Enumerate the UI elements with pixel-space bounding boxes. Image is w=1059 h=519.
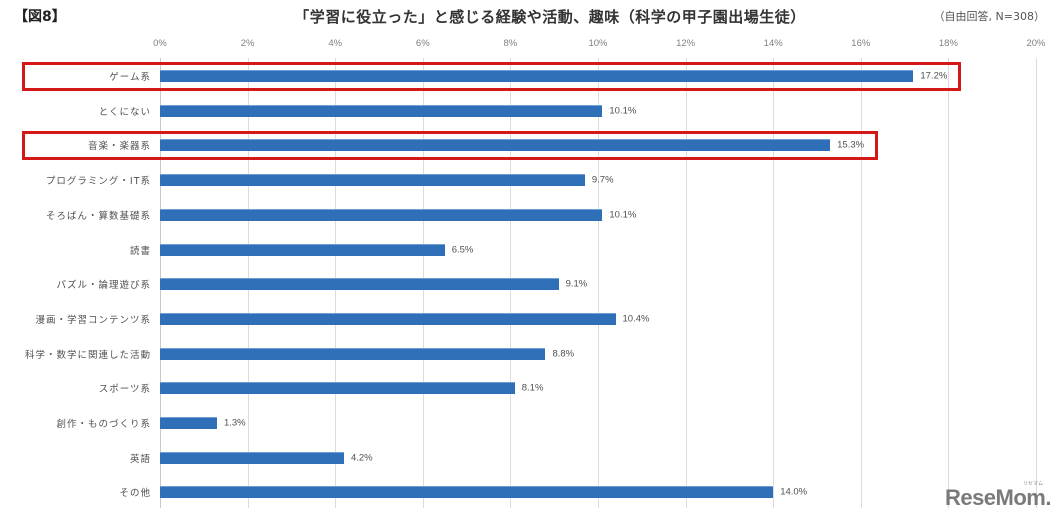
gridline bbox=[861, 58, 862, 508]
gridline bbox=[686, 58, 687, 508]
x-tick-label: 2% bbox=[240, 38, 255, 49]
value-label: 15.3% bbox=[837, 139, 865, 151]
category-label: 音楽・楽器系 bbox=[87, 141, 151, 153]
category-label: スポーツ系 bbox=[98, 384, 151, 396]
bar bbox=[160, 278, 559, 291]
x-tick-label: 18% bbox=[938, 38, 958, 49]
value-label: 17.2% bbox=[920, 70, 948, 82]
bar bbox=[160, 208, 603, 221]
bar bbox=[160, 417, 217, 429]
gridline bbox=[948, 58, 949, 508]
x-tick-label: 8% bbox=[503, 38, 518, 49]
value-label: 8.8% bbox=[552, 348, 575, 360]
bar bbox=[160, 70, 914, 82]
bar bbox=[160, 104, 603, 117]
value-label: 14.0% bbox=[780, 486, 808, 498]
category-label: 科学・数学に関連した活動 bbox=[24, 349, 151, 361]
category-label: とくにない bbox=[98, 106, 151, 118]
bar bbox=[160, 451, 344, 464]
figure-label: 【図8】 bbox=[14, 9, 66, 25]
gridline bbox=[773, 58, 774, 508]
category-label: ゲーム系 bbox=[109, 72, 151, 83]
resemom-logo: ReseMom. bbox=[944, 485, 1052, 510]
category-label: パズル・論理遊び系 bbox=[56, 280, 151, 292]
x-tick-label: 12% bbox=[676, 38, 696, 49]
category-label: その他 bbox=[119, 488, 151, 500]
value-label: 1.3% bbox=[223, 417, 246, 429]
category-label: そろばん・算数基礎系 bbox=[45, 210, 151, 222]
watermark-sub: リセマム bbox=[1022, 481, 1043, 487]
highlight-box bbox=[22, 62, 962, 91]
category-label: 英語 bbox=[129, 453, 151, 465]
bar bbox=[160, 312, 616, 325]
value-label: 10.1% bbox=[609, 105, 637, 117]
value-label: 10.4% bbox=[622, 313, 650, 325]
category-label: 漫画・学習コンテンツ系 bbox=[35, 314, 151, 326]
value-label: 4.2% bbox=[350, 452, 373, 464]
bar bbox=[160, 243, 445, 256]
gridline bbox=[598, 58, 599, 508]
chart-title: 「学習に役立った」と感じる経験や活動、趣味（科学の甲子園出場生徒） bbox=[294, 8, 806, 26]
value-label: 8.1% bbox=[521, 382, 544, 394]
bar bbox=[160, 174, 585, 187]
x-tick-label: 4% bbox=[328, 38, 343, 49]
bar bbox=[160, 382, 515, 395]
value-label: 6.5% bbox=[451, 244, 474, 255]
sample-note: （自由回答, N=308） bbox=[933, 10, 1045, 23]
value-label: 10.1% bbox=[609, 209, 637, 221]
x-tick-label: 10% bbox=[588, 38, 608, 49]
highlight-box bbox=[22, 131, 879, 161]
value-label: 9.7% bbox=[591, 174, 614, 186]
x-tick-label: 20% bbox=[1026, 38, 1046, 49]
gridline bbox=[1036, 58, 1037, 508]
bar bbox=[160, 139, 831, 152]
category-label: 読書 bbox=[129, 245, 151, 257]
x-tick-label: 16% bbox=[851, 38, 871, 49]
x-tick-label: 6% bbox=[415, 38, 430, 49]
category-label: プログラミング・IT系 bbox=[45, 176, 151, 188]
bar bbox=[160, 347, 546, 360]
bar bbox=[160, 486, 774, 499]
x-tick-label: 14% bbox=[763, 38, 783, 49]
value-label: 9.1% bbox=[565, 278, 588, 290]
x-tick-label: 0% bbox=[153, 38, 167, 49]
category-label: 創作・ものづくり系 bbox=[56, 419, 151, 430]
